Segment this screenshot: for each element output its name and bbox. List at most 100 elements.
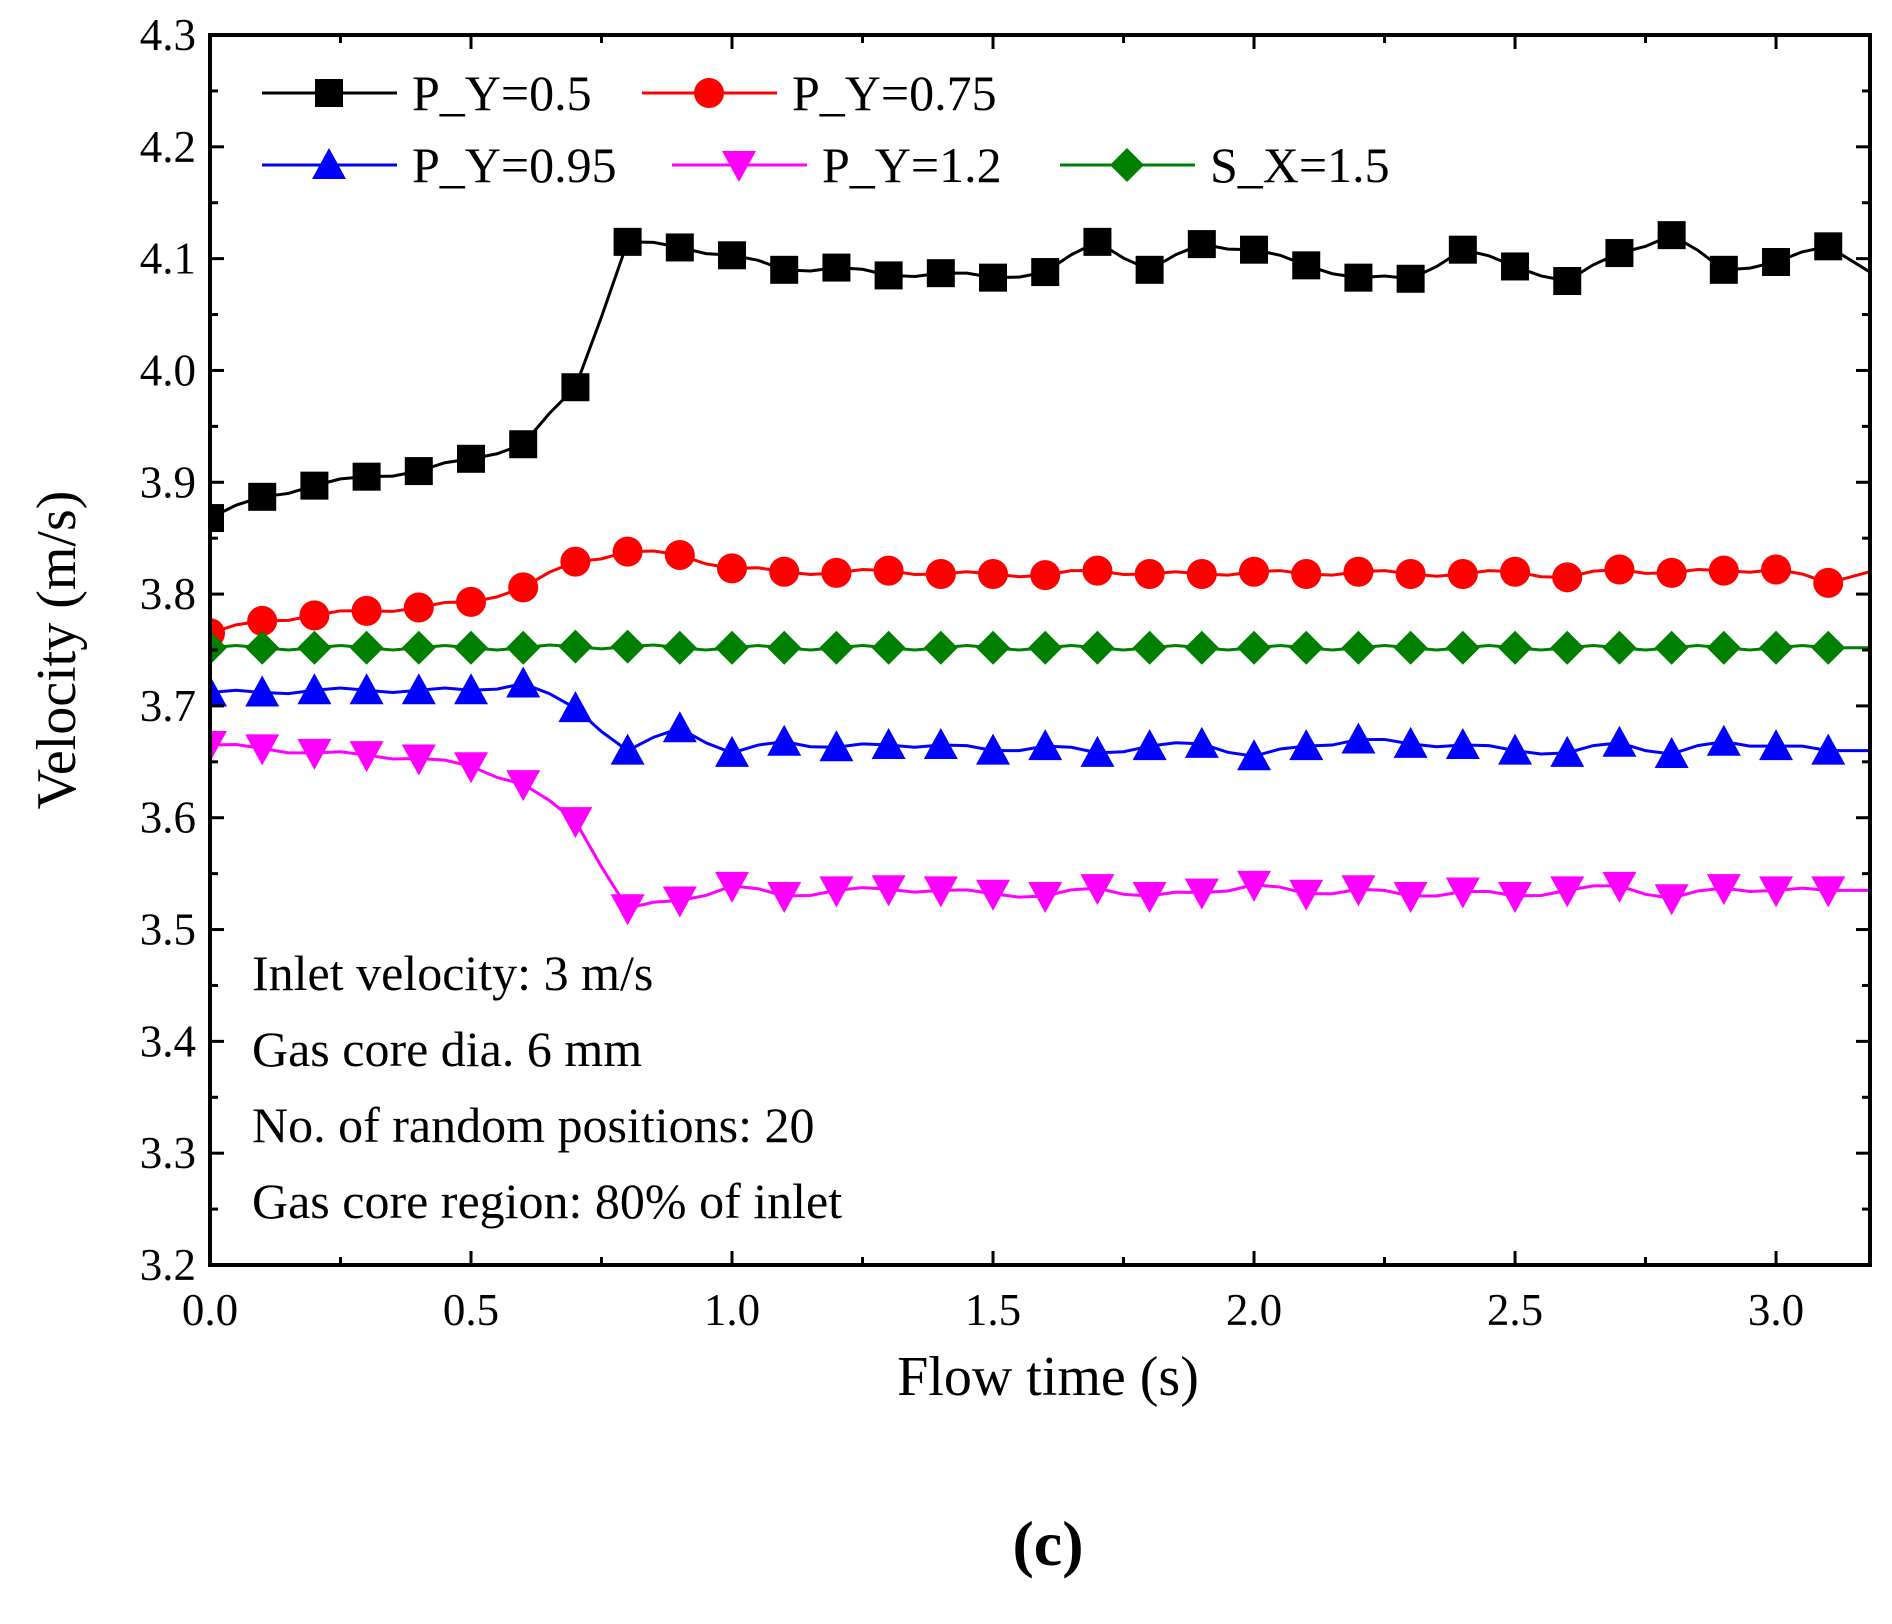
data-point [871, 630, 906, 665]
y-tick-label: 3.2 [140, 1240, 196, 1290]
series-layer [210, 221, 1870, 926]
data-point [297, 630, 332, 665]
y-tick-label: 4.2 [140, 122, 196, 172]
legend-marker [1110, 148, 1144, 182]
data-point [1396, 264, 1425, 293]
y-tick-label: 3.9 [140, 457, 196, 507]
series-line [210, 742, 1870, 911]
data-point [1654, 736, 1689, 768]
data-point [718, 241, 747, 270]
legend-marker [722, 151, 756, 182]
annotation-line: Inlet velocity: 3 m/s [252, 945, 653, 1001]
data-point [1656, 557, 1687, 588]
legend-item-S_X=1.5: S_X=1.5 [1060, 137, 1390, 193]
data-point [210, 630, 227, 665]
data-point [1134, 558, 1165, 589]
y-tick-label: 4.3 [140, 10, 196, 60]
data-point [1813, 567, 1844, 598]
data-point [506, 666, 541, 698]
data-point [770, 255, 799, 284]
data-point [509, 430, 538, 459]
data-point [767, 724, 802, 756]
data-point [506, 770, 541, 802]
data-point [1445, 877, 1480, 909]
data-point [1028, 729, 1063, 761]
data-point [561, 373, 590, 402]
data-point [349, 741, 384, 773]
legend-label: P_Y=0.5 [412, 65, 592, 121]
y-tick-label: 3.6 [140, 793, 196, 843]
data-point [1395, 558, 1426, 589]
legend-marker [694, 78, 724, 108]
annotation-box: Inlet velocity: 3 m/s Gas core dia. 6 mm N… [252, 945, 842, 1229]
data-point [1706, 724, 1741, 756]
data-point [610, 629, 645, 664]
x-tick-label: 1.0 [704, 1285, 760, 1335]
data-point [979, 263, 1008, 292]
data-point [923, 728, 958, 760]
data-point [1814, 232, 1843, 261]
data-point [1187, 230, 1216, 259]
data-point [299, 600, 330, 631]
data-point [874, 261, 903, 290]
legend-item-P_Y=1.2: P_Y=1.2 [672, 137, 1002, 193]
data-point [401, 744, 436, 776]
data-point [1184, 630, 1219, 665]
data-point [1393, 726, 1428, 758]
data-point [1184, 726, 1219, 758]
data-point [1080, 735, 1115, 767]
y-tick-label: 3.3 [140, 1128, 196, 1178]
data-point [300, 471, 329, 500]
data-point [352, 462, 381, 491]
data-point [403, 592, 434, 623]
data-point [297, 673, 332, 705]
x-tick-label: 3.0 [1748, 1285, 1804, 1335]
data-point [976, 879, 1011, 911]
data-point [1759, 729, 1794, 761]
data-point [715, 735, 750, 767]
data-point [1289, 630, 1324, 665]
data-point [1550, 876, 1585, 908]
data-point [456, 586, 487, 617]
data-point [769, 556, 800, 587]
data-point [1445, 630, 1480, 665]
data-point [610, 894, 645, 926]
data-point [1762, 247, 1791, 276]
data-point [1186, 558, 1217, 589]
data-point [976, 733, 1011, 765]
data-point [558, 691, 593, 723]
data-point [558, 629, 593, 664]
data-point [1550, 735, 1585, 767]
data-point [923, 630, 958, 665]
data-point [1240, 235, 1269, 264]
x-tick-label: 1.5 [965, 1285, 1021, 1335]
data-point [1445, 728, 1480, 760]
data-point [1343, 556, 1374, 587]
data-point [1237, 739, 1272, 771]
data-point [873, 555, 904, 586]
legend-label: P_Y=1.2 [822, 137, 1002, 193]
data-point [1709, 255, 1738, 284]
data-point [1654, 884, 1689, 916]
data-point [1393, 882, 1428, 913]
data-point [715, 630, 750, 665]
data-point [1498, 733, 1533, 765]
data-point [454, 673, 489, 705]
data-point [1602, 725, 1637, 757]
data-point [1080, 874, 1115, 906]
data-point [1031, 258, 1060, 287]
data-point [767, 882, 802, 913]
data-point [1605, 239, 1634, 268]
data-point [978, 558, 1009, 589]
data-point [210, 731, 227, 763]
data-point [923, 876, 958, 908]
data-point [1239, 556, 1270, 587]
data-point [1082, 555, 1113, 586]
data-point [1811, 630, 1846, 665]
y-tick-label: 4.1 [140, 234, 196, 284]
x-axis-title: Flow time (s) [897, 1346, 1199, 1408]
y-axis-title: Velocity (m/s) [26, 491, 88, 810]
data-point [1706, 630, 1741, 665]
data-point [1553, 267, 1582, 295]
data-point [717, 553, 748, 584]
